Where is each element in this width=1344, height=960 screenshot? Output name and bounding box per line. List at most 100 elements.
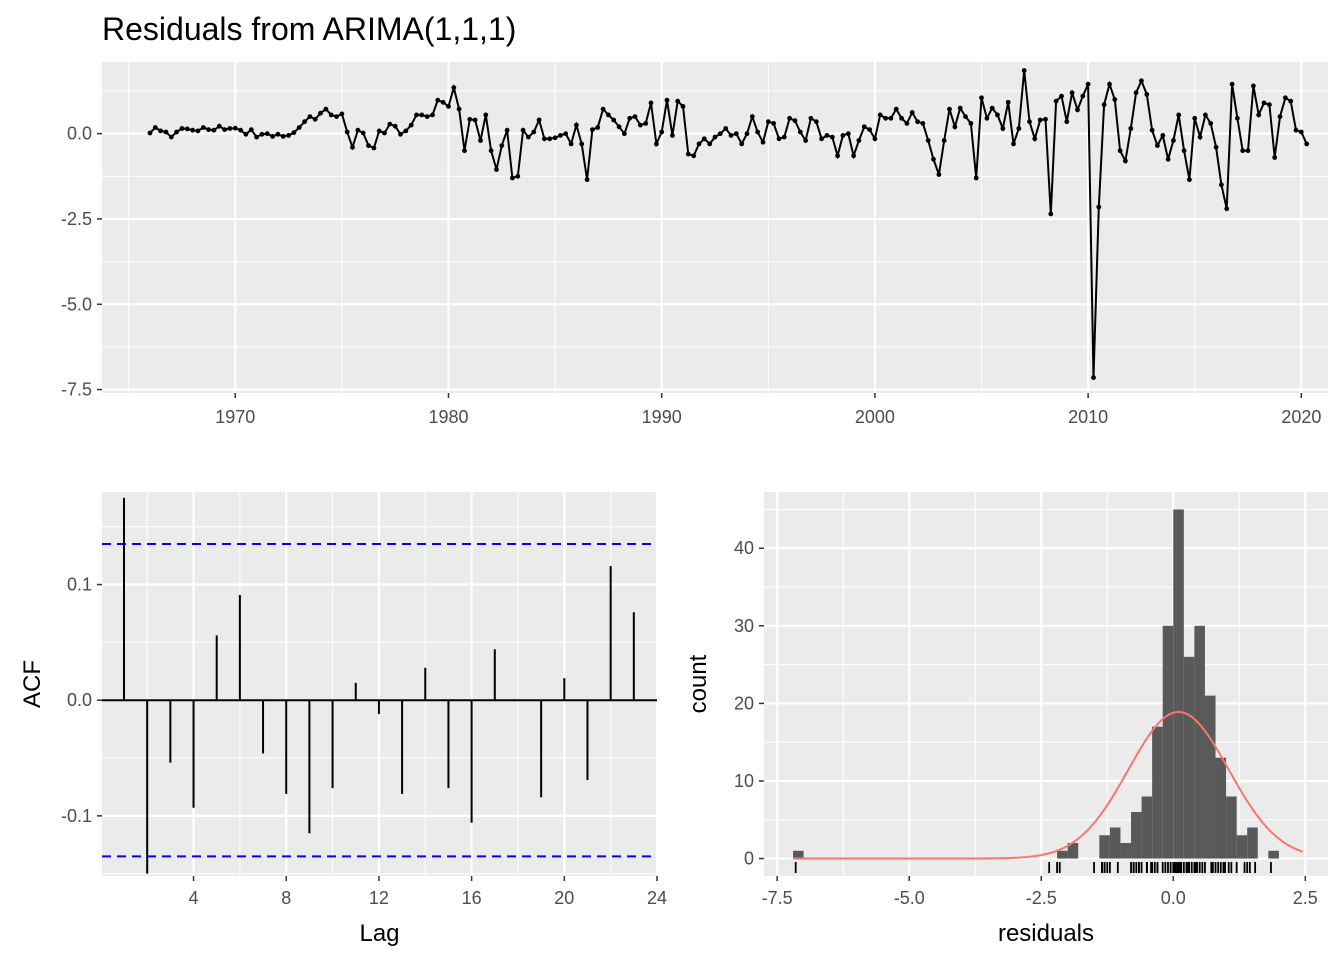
- residual-point: [206, 127, 212, 132]
- residual-point: [1064, 119, 1070, 125]
- residual-point: [302, 119, 307, 125]
- residual-point: [243, 131, 249, 137]
- residual-point: [1192, 115, 1198, 121]
- residual-point: [371, 145, 377, 151]
- x-tick-label: 2020: [1281, 407, 1321, 427]
- residual-point: [1208, 121, 1214, 126]
- residual-point: [515, 173, 521, 179]
- residual-point: [190, 127, 196, 133]
- residual-point: [1144, 92, 1150, 97]
- residual-point: [1219, 182, 1224, 188]
- residual-point: [920, 121, 926, 126]
- residual-point: [744, 131, 750, 137]
- residual-point: [792, 118, 798, 124]
- residual-point: [1101, 102, 1107, 108]
- histogram-bar: [1226, 796, 1237, 859]
- residual-point: [771, 121, 776, 126]
- residual-point: [195, 128, 201, 134]
- residual-point: [1107, 81, 1112, 87]
- residual-point: [579, 141, 585, 147]
- residual-point: [915, 119, 920, 125]
- residual-point: [872, 136, 878, 142]
- histogram-bar: [1109, 827, 1121, 859]
- residual-point: [595, 125, 601, 130]
- residual-point: [824, 133, 830, 138]
- residual-point: [584, 177, 590, 183]
- histogram-bar: [1099, 835, 1110, 859]
- residual-point: [259, 131, 265, 137]
- residual-point: [840, 133, 846, 138]
- residual-point: [1245, 148, 1251, 154]
- residual-point: [968, 121, 974, 126]
- residual-point: [280, 134, 286, 139]
- y-tick-label: 40: [734, 538, 754, 558]
- residual-point: [670, 133, 675, 138]
- residual-point: [355, 127, 361, 133]
- residual-point: [1149, 127, 1155, 133]
- residual-point: [387, 121, 393, 127]
- histogram-bar: [1120, 843, 1132, 859]
- histogram-bar: [1236, 835, 1248, 859]
- y-tick-label: -2.5: [61, 209, 92, 229]
- residual-point: [1043, 116, 1048, 122]
- residual-point: [408, 122, 414, 128]
- histogram-bar: [1268, 850, 1279, 859]
- residual-point: [344, 129, 350, 135]
- histogram-bar: [1173, 509, 1184, 859]
- residual-point: [1213, 144, 1219, 150]
- residual-point: [941, 138, 947, 143]
- residual-point: [877, 112, 883, 118]
- residual-point: [600, 106, 606, 112]
- residual-point: [675, 98, 681, 104]
- residual-point: [1085, 81, 1091, 87]
- residual-point: [680, 104, 686, 109]
- residual-point: [1155, 143, 1160, 149]
- x-tick-label: 1970: [215, 407, 255, 427]
- residual-point: [861, 124, 867, 130]
- residual-point: [462, 148, 467, 154]
- residual-point: [1053, 98, 1059, 104]
- residual-point: [755, 129, 760, 135]
- residual-point: [691, 153, 697, 159]
- residual-point: [366, 143, 371, 149]
- residual-point: [296, 125, 302, 130]
- residual-point: [1251, 83, 1256, 89]
- residual-point: [648, 100, 654, 106]
- residual-point: [638, 122, 643, 128]
- residual-point: [536, 117, 542, 123]
- residual-point: [312, 116, 318, 122]
- residual-point: [1197, 134, 1203, 140]
- y-tick-label: 0.0: [67, 124, 92, 144]
- residual-point: [1187, 177, 1192, 183]
- residual-point: [248, 127, 254, 132]
- x-tick-label: 8: [281, 888, 291, 908]
- histogram-bar: [1183, 656, 1195, 859]
- x-tick-label: 2010: [1068, 407, 1108, 427]
- residual-point: [952, 124, 958, 130]
- residual-point: [1027, 119, 1032, 125]
- residual-point: [739, 141, 745, 147]
- y-tick-label: -5.0: [61, 294, 92, 314]
- y-tick-label: 30: [734, 616, 754, 636]
- x-tick-label: 0.0: [1161, 888, 1186, 908]
- residual-point: [216, 123, 222, 129]
- series-marks: [147, 68, 1310, 380]
- residual-point: [1304, 141, 1310, 147]
- residual-point: [1000, 126, 1006, 131]
- histogram-bar: [1152, 726, 1163, 859]
- residual-point: [1165, 156, 1171, 162]
- histogram-bar: [1247, 827, 1258, 859]
- residual-point: [851, 153, 856, 159]
- residual-point: [323, 106, 329, 112]
- residual-point: [1080, 93, 1086, 99]
- residual-point: [254, 134, 259, 140]
- residual-point: [147, 130, 153, 136]
- residual-point: [957, 105, 963, 111]
- residual-point: [1272, 155, 1278, 160]
- residual-point: [531, 129, 537, 135]
- residual-point: [163, 129, 169, 135]
- residual-point: [904, 121, 910, 126]
- residual-point: [1235, 115, 1240, 121]
- residual-point: [819, 136, 824, 142]
- residual-point: [478, 138, 483, 143]
